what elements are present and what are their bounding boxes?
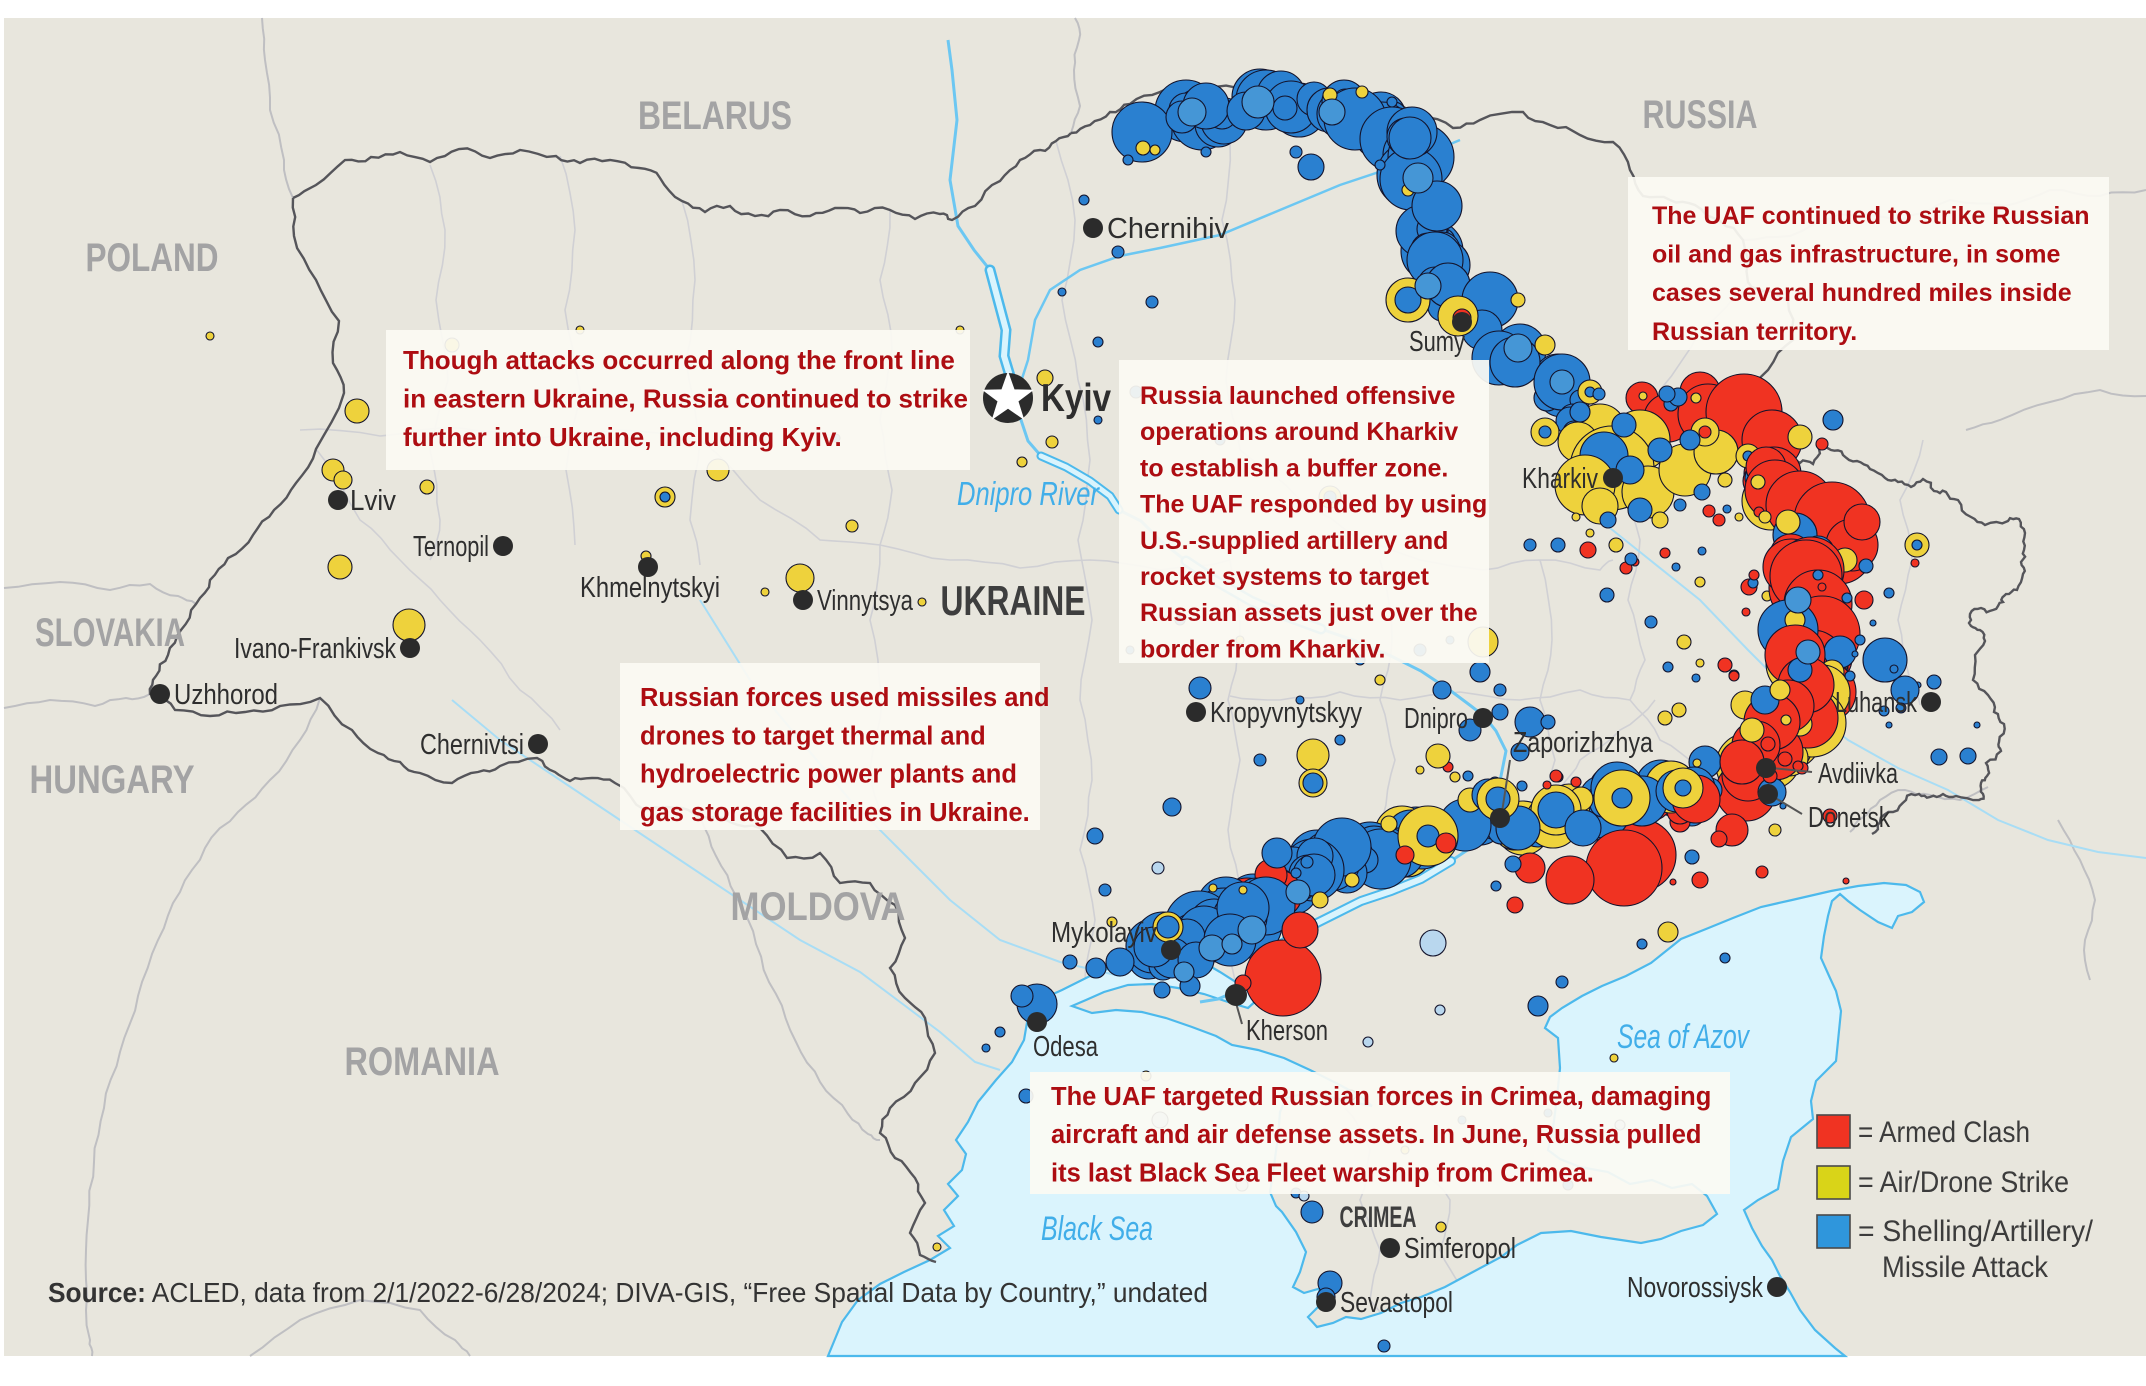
svg-text:border from Kharkiv.: border from Kharkiv. (1140, 635, 1385, 663)
svg-text:U.S.-supplied artillery and: U.S.-supplied artillery and (1140, 527, 1448, 555)
svg-text:HUNGARY: HUNGARY (30, 758, 195, 802)
svg-text:Kherson: Kherson (1246, 1015, 1328, 1047)
svg-text:to establish a buffer zone.: to establish a buffer zone. (1140, 454, 1448, 482)
svg-text:rocket systems to target: rocket systems to target (1140, 563, 1430, 591)
svg-text:Chernivtsi: Chernivtsi (420, 729, 524, 761)
svg-text:Khmelnytskyi: Khmelnytskyi (580, 572, 720, 604)
svg-text:Zaporizhzhya: Zaporizhzhya (1513, 727, 1654, 759)
svg-text:Dnipro: Dnipro (1404, 703, 1468, 735)
svg-text:= Armed Clash: = Armed Clash (1858, 1116, 2030, 1149)
svg-text:The UAF continued to strike Ru: The UAF continued to strike Russian (1652, 202, 2090, 230)
svg-text:in eastern Ukraine, Russia con: in eastern Ukraine, Russia continued to … (403, 384, 968, 414)
svg-text:Luhansk: Luhansk (1835, 687, 1917, 719)
svg-text:= Air/Drone Strike: = Air/Drone Strike (1858, 1166, 2069, 1199)
svg-text:Ivano-Frankivsk: Ivano-Frankivsk (234, 633, 396, 665)
svg-text:Russian forces used missiles a: Russian forces used missiles and (640, 684, 1050, 712)
svg-text:Simferopol: Simferopol (1404, 1233, 1516, 1265)
svg-text:oil and gas infrastructure, in: oil and gas infrastructure, in some (1652, 241, 2061, 269)
svg-text:Mykolayiv: Mykolayiv (1051, 917, 1157, 949)
svg-text:Chernihiv: Chernihiv (1107, 213, 1229, 245)
svg-text:MOLDOVA: MOLDOVA (731, 885, 906, 929)
svg-text:The UAF responded by using: The UAF responded by using (1140, 491, 1487, 519)
svg-text:hydroelectric power plants and: hydroelectric power plants and (640, 761, 1017, 789)
svg-text:Though attacks occurred along: Though attacks occurred along the front … (403, 345, 955, 375)
svg-text:CRIMEA: CRIMEA (1340, 1201, 1417, 1234)
svg-text:gas storage facilities in Ukra: gas storage facilities in Ukraine. (640, 799, 1030, 827)
svg-text:ROMANIA: ROMANIA (345, 1040, 500, 1084)
svg-text:RUSSIA: RUSSIA (1643, 93, 1758, 137)
svg-text:Source: ACLED, data from 2/1/2: Source: ACLED, data from 2/1/2022-6/28/2… (48, 1277, 1208, 1308)
svg-text:Black Sea: Black Sea (1041, 1210, 1153, 1248)
svg-text:POLAND: POLAND (86, 236, 219, 280)
svg-text:Donetsk: Donetsk (1808, 802, 1890, 834)
svg-text:Russian territory.: Russian territory. (1652, 318, 1857, 346)
svg-text:Uzhhorod: Uzhhorod (174, 679, 278, 711)
svg-text:further into Ukraine, includin: further into Ukraine, including Kyiv. (403, 422, 842, 452)
svg-text:= Shelling/Artillery/: = Shelling/Artillery/ (1858, 1215, 2094, 1248)
svg-text:BELARUS: BELARUS (638, 94, 792, 138)
svg-text:Missile Attack: Missile Attack (1882, 1251, 2049, 1284)
svg-text:its last Black Sea Fleet warsh: its last Black Sea Fleet warship from Cr… (1051, 1159, 1594, 1187)
svg-text:Kropyvnytskyy: Kropyvnytskyy (1210, 697, 1362, 729)
svg-text:UKRAINE: UKRAINE (941, 577, 1086, 624)
svg-text:Russia launched offensive: Russia launched offensive (1140, 382, 1455, 410)
svg-text:Ternopil: Ternopil (413, 531, 489, 563)
svg-text:Dnipro River: Dnipro River (957, 475, 1101, 512)
svg-text:The UAF targeted Russian force: The UAF targeted Russian forces in Crime… (1051, 1083, 1711, 1111)
svg-text:Avdiivka: Avdiivka (1818, 758, 1899, 790)
svg-text:operations around Kharkiv: operations around Kharkiv (1140, 418, 1458, 446)
svg-text:Sumy: Sumy (1409, 326, 1465, 358)
svg-text:Kyiv: Kyiv (1041, 377, 1111, 420)
svg-text:Sevastopol: Sevastopol (1340, 1287, 1453, 1319)
svg-text:Russian assets just over the: Russian assets just over the (1140, 599, 1478, 627)
svg-text:Odesa: Odesa (1033, 1031, 1099, 1063)
svg-text:drones to target thermal and: drones to target thermal and (640, 722, 986, 750)
svg-text:Lviv: Lviv (350, 485, 396, 517)
svg-text:Novorossiysk: Novorossiysk (1627, 1272, 1763, 1304)
svg-text:Vinnytsya: Vinnytsya (817, 585, 914, 617)
svg-text:cases several hundred miles in: cases several hundred miles inside (1652, 279, 2072, 307)
svg-text:aircraft and air defense asset: aircraft and air defense assets. In June… (1051, 1121, 1702, 1149)
svg-text:Kharkiv: Kharkiv (1522, 463, 1598, 495)
svg-text:SLOVAKIA: SLOVAKIA (35, 611, 185, 655)
svg-text:Sea of Azov: Sea of Azov (1617, 1018, 1750, 1056)
